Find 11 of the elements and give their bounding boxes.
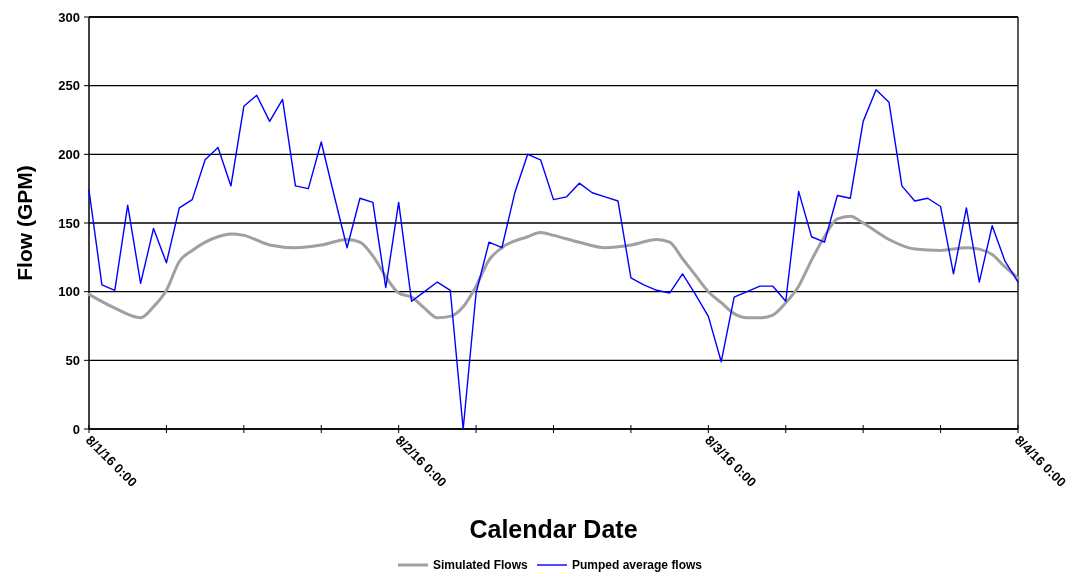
y-tick-label: 100 (58, 284, 80, 300)
y-tick-label: 200 (58, 146, 80, 162)
y-tick-label: 250 (58, 78, 80, 94)
y-tick-label: 150 (58, 215, 80, 231)
legend-label: Simulated Flows (433, 558, 529, 573)
y-tick-label: 0 (72, 421, 80, 437)
y-tick-label: 50 (65, 352, 80, 368)
y-tick-label: 300 (58, 9, 80, 25)
x-axis-title: Calendar Date (469, 515, 638, 543)
legend-label: Pumped average flows (572, 558, 703, 573)
y-axis-title: Flow (GPM) (13, 165, 36, 281)
